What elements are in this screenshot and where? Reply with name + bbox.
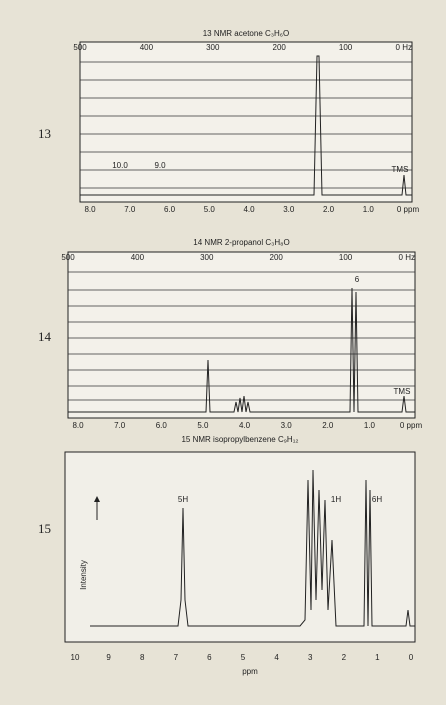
ppm-label: 10 [71,653,80,662]
hz-label: 300 [200,253,214,262]
spectrum [68,287,415,413]
ppm-label: 3.0 [283,205,295,214]
ppm-label: 5.0 [197,421,209,430]
annotation: 5H [178,495,188,504]
panel-14 [67,251,416,419]
ppm-label: 5.0 [204,205,216,214]
ppm-unit: ppm [242,667,258,676]
ppm-label: 5 [241,653,246,662]
ppm-label: 4 [274,653,279,662]
ppm-label: 6.0 [156,421,168,430]
ppm-label: 8 [140,653,145,662]
frame [67,251,416,419]
annotation: TMS [394,387,411,396]
ppm-label: 4.0 [243,205,255,214]
ppm-label: 2 [342,653,347,662]
hz-label: 200 [270,253,284,262]
ppm-label: 0 [409,653,414,662]
panel-number: 13 [38,126,51,141]
annotation: 10.0 [112,161,128,170]
ppm-label: 7 [174,653,179,662]
ppm-label: 1.0 [363,205,375,214]
ppm-label: 1 [375,653,380,662]
panel-number: 15 [38,521,51,536]
hz-label: 100 [339,253,353,262]
ppm-label: 3 [308,653,313,662]
hz-label: 100 [339,43,353,52]
spectrum [80,55,412,196]
ppm-label: 8.0 [84,205,96,214]
hz-label: 300 [206,43,220,52]
hz-label: 500 [61,253,75,262]
ppm-label: 3.0 [281,421,293,430]
annotation: 6 [355,275,360,284]
panel-number: 14 [38,329,52,344]
ppm-label: 1.0 [364,421,376,430]
annotation: 1H [331,495,341,504]
hz-label: 200 [273,43,287,52]
grid [68,271,415,401]
ppm-label: 9 [106,653,111,662]
hz-label: 400 [140,43,154,52]
arrow-head [94,496,100,502]
ppm-label: 0 ppm [397,205,420,214]
ppm-label: 6.0 [164,205,176,214]
panel-title: 13 NMR acetone C₃H₆O [203,29,290,38]
ppm-label: 2.0 [323,205,335,214]
grid [80,61,412,189]
ppm-label: 6 [207,653,212,662]
spectrum [90,469,415,627]
panel-15 [64,451,416,643]
ppm-label: 0 ppm [400,421,423,430]
frame [79,41,413,203]
panel-title: 14 NMR 2-propanol C₃H₈O [193,238,289,247]
hz-label: 0 Hz [399,253,415,262]
annotation: TMS [392,165,409,174]
panel-title: 15 NMR isopropylbenzene C₉H₁₂ [181,435,298,444]
ppm-label: 2.0 [322,421,334,430]
panel-13 [79,41,413,203]
ppm-label: 7.0 [124,205,136,214]
axis-label: Intensity [79,560,88,590]
hz-label: 0 Hz [396,43,412,52]
ppm-label: 8.0 [72,421,84,430]
hz-label: 400 [131,253,145,262]
annotation: 9.0 [154,161,166,170]
annotation: 6H [372,495,382,504]
ppm-label: 7.0 [114,421,126,430]
ppm-label: 4.0 [239,421,251,430]
hz-label: 500 [73,43,87,52]
frame [64,451,416,643]
